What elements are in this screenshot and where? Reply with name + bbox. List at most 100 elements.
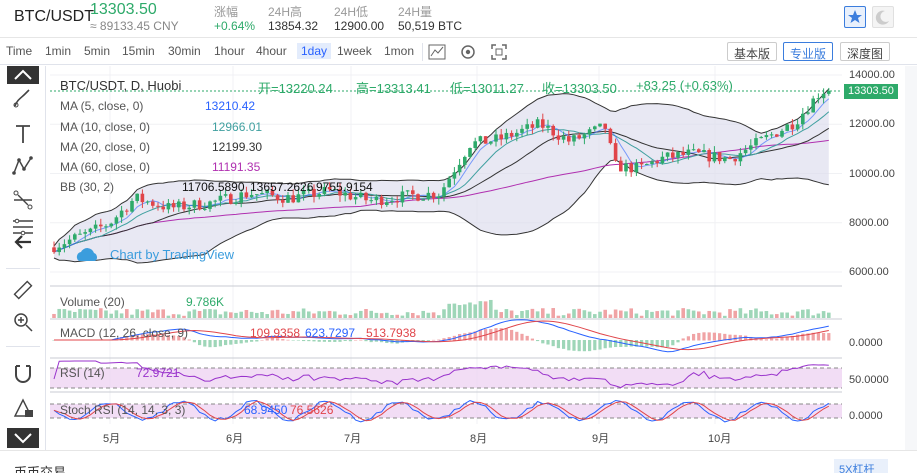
right-scroll-strip[interactable] [905,66,917,450]
volume-bar [203,309,207,318]
macd-hist-bar [369,340,373,343]
volume-bar [775,314,779,318]
macd-hist-bar [697,332,701,341]
candle-body [723,157,727,162]
ma60-label[interactable]: MA (60, close, 0) [60,160,151,174]
volume-bar [437,315,441,318]
ma60-value: 11191.35 [212,160,261,174]
ma10-label[interactable]: MA (10, close, 0) [60,120,151,134]
volume-bar [275,309,280,318]
volume-bar [156,309,160,318]
candle-body [525,124,529,129]
spot-trading-tab[interactable]: 币币交易 [14,465,67,473]
candle-body [593,126,597,130]
ma20-label[interactable]: MA (20, close, 0) [60,140,151,154]
timeframe-1mon[interactable]: 1mon [384,44,415,58]
volume-bar [229,312,233,318]
volume-bar [671,315,675,318]
volume-bar [556,315,561,318]
footer-bar: 币币交易 5X杠杆 [0,450,917,473]
volume-bar [551,308,555,318]
prediction-tool-icon[interactable] [11,188,35,212]
candle-body [697,149,701,153]
pattern-tool-icon[interactable] [11,154,35,178]
volume-bar [140,310,145,318]
volume-bar [223,311,228,318]
macd-hist-bar [432,339,436,341]
timeframe-1day[interactable]: 1day [297,43,332,59]
volume-label[interactable]: Volume (20) [60,295,125,309]
rsi-axis-label: 50.0000 [849,374,889,386]
macd-hist-bar [135,334,139,341]
view-pro-button[interactable]: 专业版 [783,42,834,61]
timeframe-5min[interactable]: 5min [84,44,111,58]
candle-body [431,192,436,199]
timeframe-15min[interactable]: 15min [122,44,155,58]
volume-bar [281,313,285,318]
timeframe-30min[interactable]: 30min [168,44,201,58]
timeframe-1hour[interactable]: 1hour [214,44,245,58]
indicator-icon[interactable] [428,43,446,61]
chevron-up-icon[interactable] [7,66,39,84]
macd-hist-bar [291,340,295,341]
zoom-in-icon[interactable] [11,310,35,334]
candle-body [218,195,223,201]
ma5-label[interactable]: MA (5, close, 0) [60,99,144,113]
ruler-icon[interactable] [11,278,35,302]
view-basic-button[interactable]: 基本版 [727,42,778,61]
macd-hist-bar [504,328,508,341]
volume-bar [561,315,566,318]
chevron-down-icon[interactable] [7,428,39,448]
drawing-tools-sidebar [0,66,46,450]
lock-draw-icon[interactable] [11,396,35,420]
last-price-header: 13303.50 [90,1,157,18]
candle-body [624,163,628,172]
ma20-value: 12199.30 [212,140,263,154]
bb-upper-value: 13657.2626 [250,180,314,194]
candle-body [400,191,405,203]
fullscreen-icon[interactable] [490,43,508,61]
macd-hist-bar [354,339,358,341]
volume-bar [255,312,259,318]
settings-icon[interactable] [459,43,477,61]
magnet-icon[interactable] [11,362,35,386]
macd-hist-bar [348,340,352,342]
brush-icon[interactable] [11,86,35,110]
macd-hist-bar [187,339,191,341]
volume-bar [806,309,810,318]
volume-bar [62,309,67,318]
favorite-button[interactable] [844,6,866,28]
candle-body [78,233,82,235]
macd-hist-bar [770,338,774,341]
candle-body [535,119,540,128]
bb-label[interactable]: BB (30, 2) [60,180,115,194]
timeframe-1week[interactable]: 1week [337,44,372,58]
macd-label[interactable]: MACD (12, 26, close, 9) [60,326,189,340]
price-axis-label: 10000.00 [849,168,895,180]
volume-bar [260,312,264,318]
volume-bar [374,312,379,318]
macd-hist-bar [182,337,186,341]
timeframe-4hour[interactable]: 4hour [256,44,287,58]
text-tool-icon[interactable] [11,122,35,146]
volume-bar [322,311,327,318]
macd-hist-bar [338,340,342,342]
candlestick-chart[interactable] [50,66,842,450]
timeframe-time[interactable]: Time [6,44,33,58]
volume-bar [650,311,654,318]
candle-body [281,200,285,203]
volume-bar [608,314,613,318]
rsi-label[interactable]: RSI (14) [60,366,105,380]
leverage-badge[interactable]: 5X杠杆 [834,459,888,473]
fib-tool-icon[interactable] [11,216,35,240]
macd-hist-bar [296,340,300,341]
macd-hist-bar [676,340,680,343]
macd-hist-bar [359,339,363,341]
timeframe-1min[interactable]: 1min [45,44,72,58]
stoch-label[interactable]: Stoch RSI (14, 14, 3, 3) [60,403,186,417]
view-depth-button[interactable]: 深度图 [840,42,891,61]
back-arrow-icon[interactable] [11,230,35,254]
stoch-d-value: 76.5626 [290,403,334,417]
macd-hist-bar [510,329,514,341]
theme-toggle-button[interactable] [872,6,894,28]
